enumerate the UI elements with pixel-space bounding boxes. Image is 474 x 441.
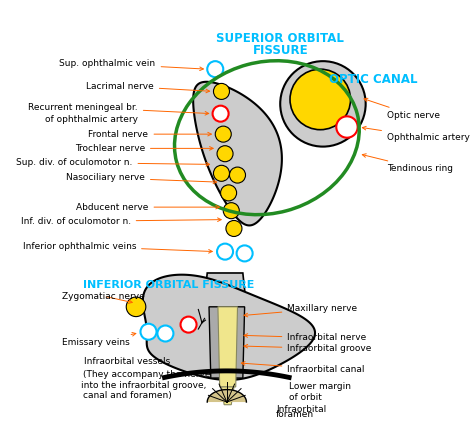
Polygon shape [143, 275, 315, 380]
Polygon shape [221, 387, 234, 405]
Text: Abducent nerve: Abducent nerve [76, 202, 219, 212]
Text: Infraorbital groove: Infraorbital groove [244, 344, 372, 353]
Text: Infraorbital vessels: Infraorbital vessels [84, 358, 171, 366]
Text: Ophthalmic artery: Ophthalmic artery [362, 127, 470, 142]
Text: Nasociliary nerve: Nasociliary nerve [66, 173, 217, 184]
Text: Lower margin: Lower margin [289, 382, 351, 392]
Polygon shape [218, 307, 237, 387]
Circle shape [226, 220, 242, 236]
Polygon shape [209, 307, 245, 378]
Text: of orbit: of orbit [289, 393, 322, 402]
Circle shape [215, 126, 231, 142]
Circle shape [237, 245, 253, 262]
Circle shape [140, 324, 156, 340]
Text: Sup. ophthalmic vein: Sup. ophthalmic vein [60, 60, 203, 71]
Circle shape [290, 69, 351, 130]
Polygon shape [204, 273, 246, 307]
Circle shape [126, 297, 146, 317]
Text: foramen: foramen [276, 410, 314, 419]
Circle shape [212, 106, 228, 122]
Text: canal and foramen): canal and foramen) [82, 391, 172, 400]
Text: Infraorbital canal: Infraorbital canal [241, 362, 365, 374]
Text: INFERIOR ORBITAL FISSURE: INFERIOR ORBITAL FISSURE [82, 280, 254, 290]
Circle shape [220, 185, 237, 201]
Text: Inf. div. of oculomotor n.: Inf. div. of oculomotor n. [20, 217, 221, 226]
Circle shape [217, 243, 233, 260]
Text: Inferior ophthalmic veins: Inferior ophthalmic veins [23, 242, 212, 253]
Circle shape [213, 165, 229, 181]
Text: Sup. div. of oculomotor n.: Sup. div. of oculomotor n. [16, 158, 210, 167]
Circle shape [336, 116, 358, 138]
Circle shape [229, 167, 246, 183]
Text: OPTIC CANAL: OPTIC CANAL [329, 73, 418, 86]
Text: Lacrimal nerve: Lacrimal nerve [86, 82, 210, 93]
Text: FISSURE: FISSURE [253, 44, 308, 57]
Text: Recurrent meningeal br.: Recurrent meningeal br. [28, 103, 209, 115]
Text: Infraorbital nerve: Infraorbital nerve [244, 333, 366, 343]
Text: Maxillary nerve: Maxillary nerve [244, 304, 357, 317]
Text: Optic nerve: Optic nerve [364, 98, 440, 120]
Text: SUPERIOR ORBITAL: SUPERIOR ORBITAL [216, 31, 344, 45]
Text: Infraorbital: Infraorbital [276, 405, 326, 414]
Text: Frontal nerve: Frontal nerve [89, 130, 211, 138]
Text: into the infraorbital groove,: into the infraorbital groove, [81, 381, 206, 390]
Circle shape [217, 146, 233, 162]
Text: of ophthalmic artery: of ophthalmic artery [45, 116, 138, 124]
Text: Zygomatiac nerve: Zygomatiac nerve [62, 292, 145, 303]
Circle shape [181, 317, 197, 333]
Text: Trochlear nerve: Trochlear nerve [75, 144, 213, 153]
Circle shape [223, 203, 239, 219]
Text: Tendinous ring: Tendinous ring [362, 154, 453, 173]
Text: (They accompany the nerve: (They accompany the nerve [82, 370, 210, 379]
Polygon shape [193, 82, 282, 225]
Circle shape [157, 325, 173, 341]
Circle shape [213, 83, 229, 99]
Text: Emissary veins: Emissary veins [62, 333, 136, 347]
Circle shape [280, 61, 365, 146]
Circle shape [207, 61, 223, 77]
